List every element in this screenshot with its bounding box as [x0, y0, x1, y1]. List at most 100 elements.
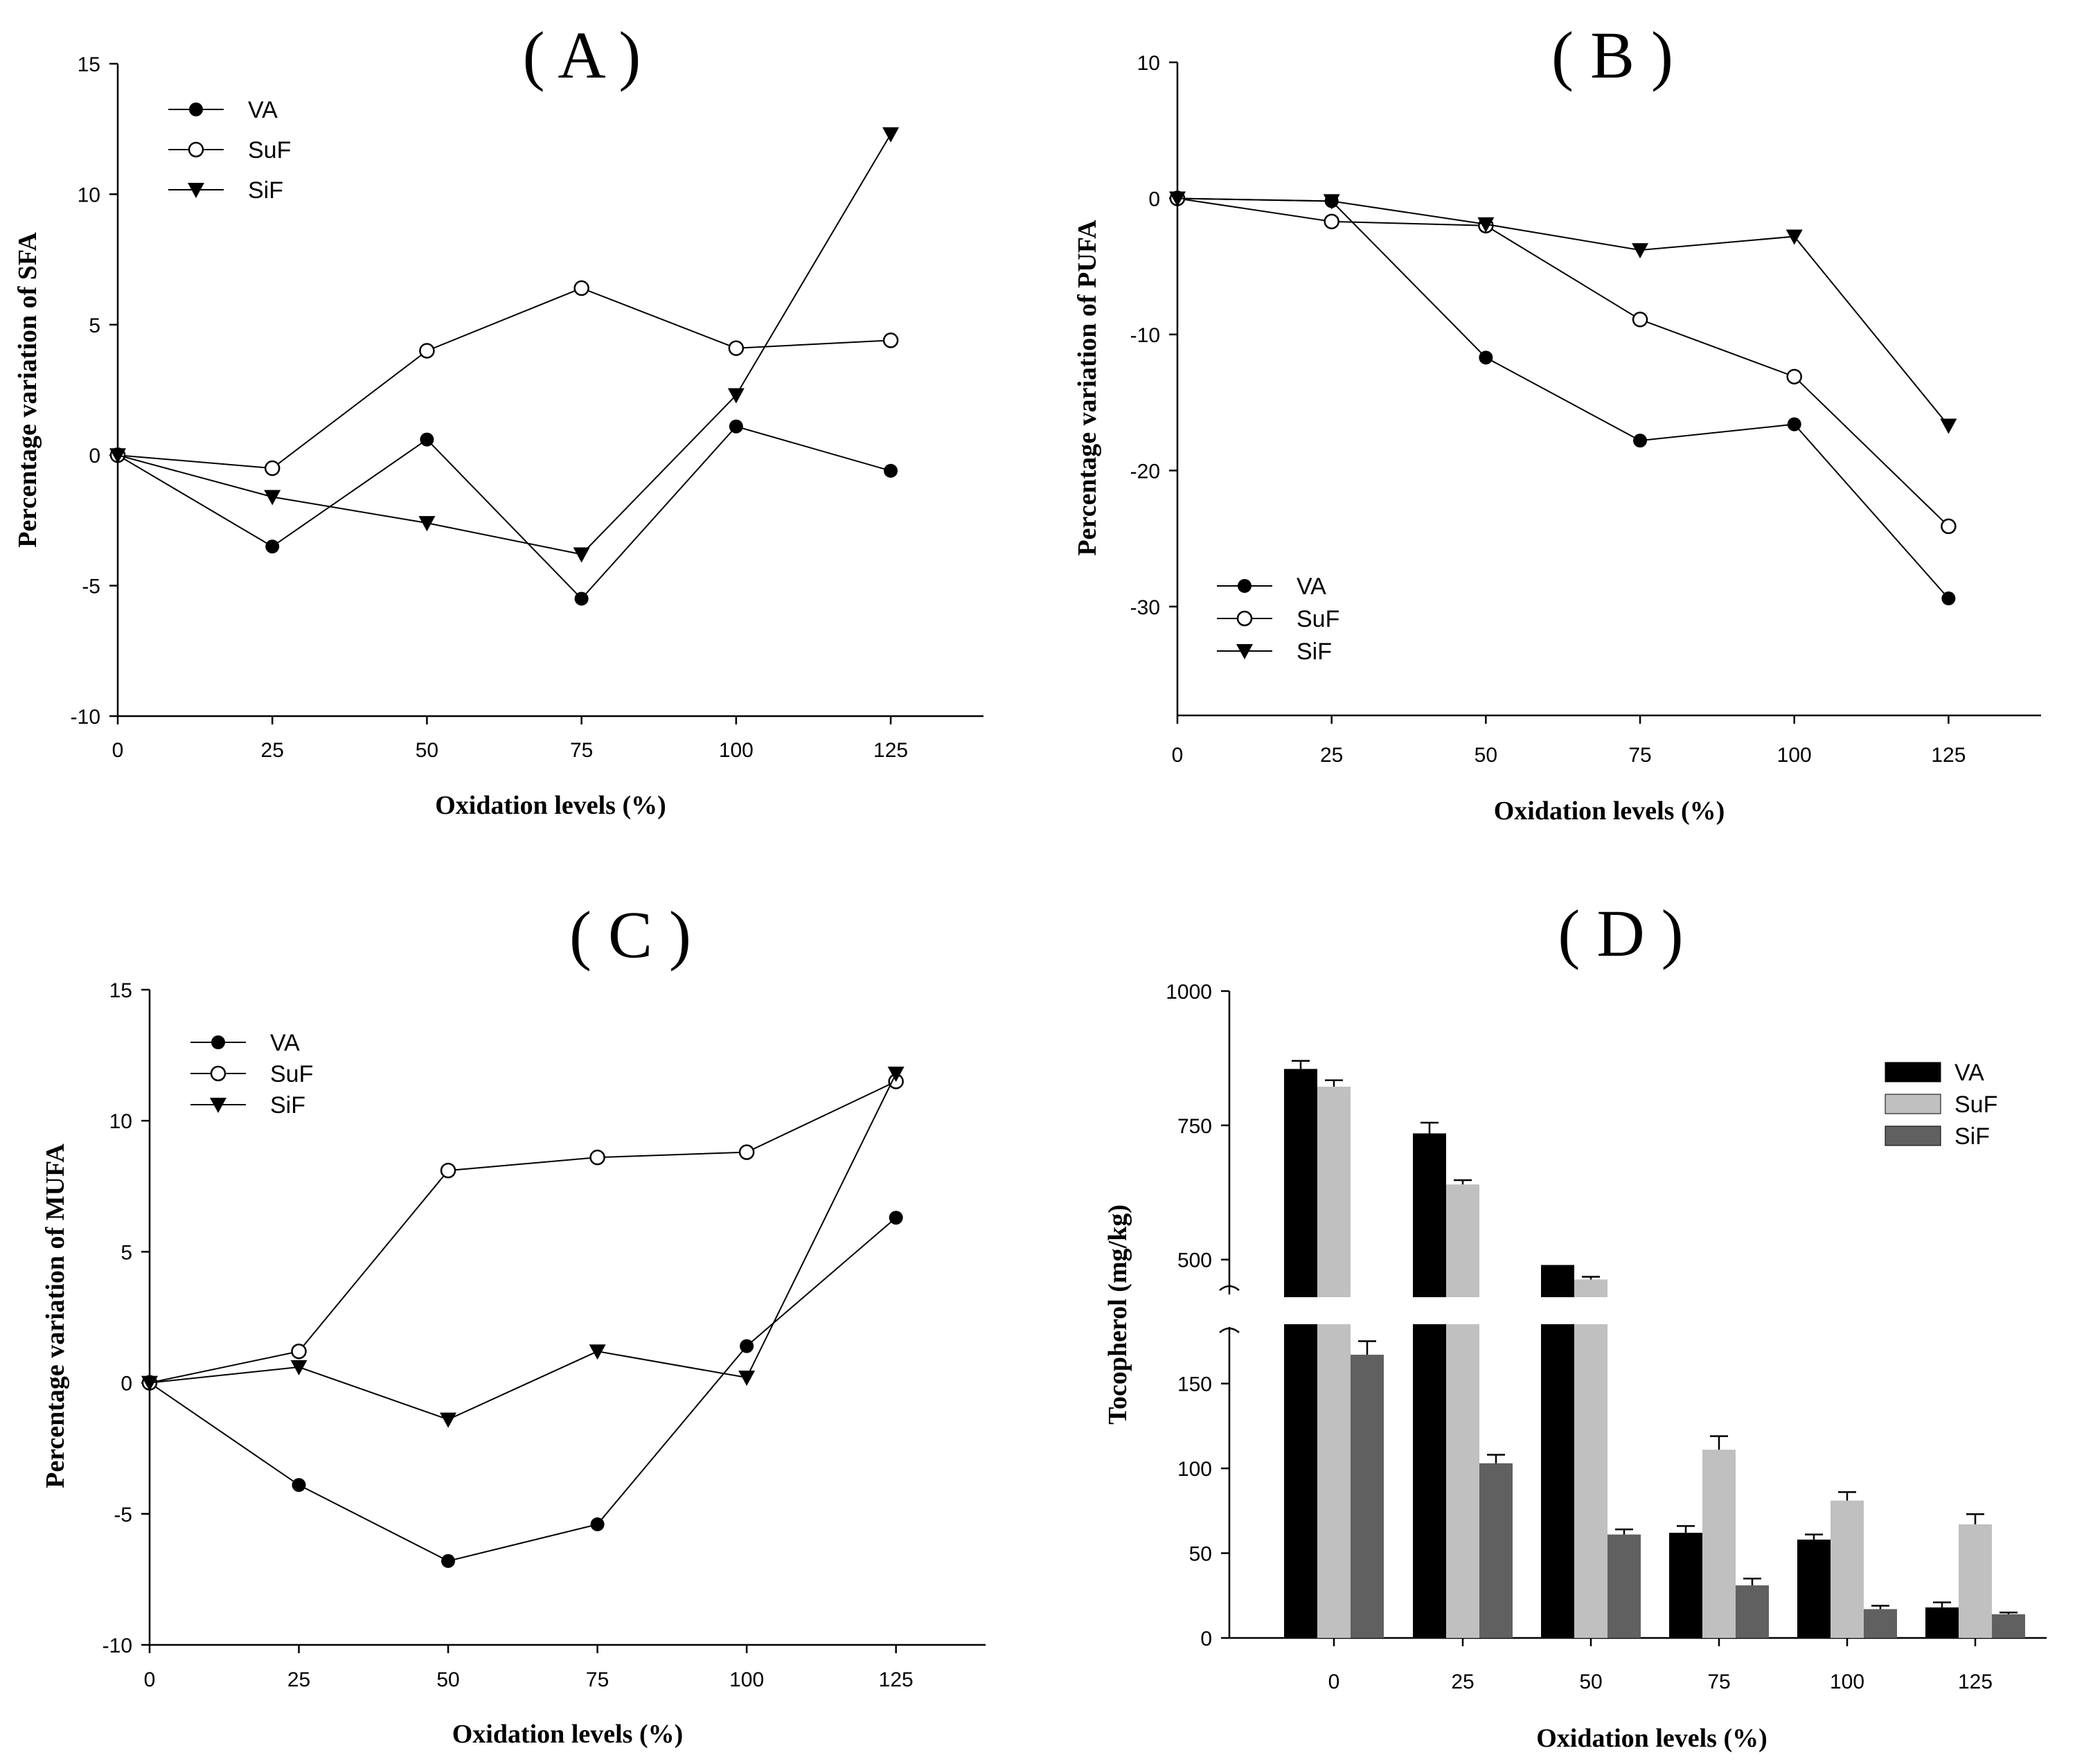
legend-marker: [210, 1065, 226, 1082]
legend-label: SuF: [1954, 1092, 1997, 1118]
x-tick-label: 25: [1320, 744, 1343, 767]
x-tick-label: 50: [416, 739, 438, 762]
bar-sif: [1992, 1614, 2025, 1638]
bar-suf: [1959, 1524, 1992, 1638]
legend-label: SiF: [1954, 1123, 1990, 1150]
x-tick-label: 0: [144, 1668, 156, 1691]
bar-suf: [1317, 1324, 1351, 1638]
data-point-va: [1787, 417, 1801, 431]
x-tick-label: 125: [1931, 744, 1966, 767]
y-tick-label: 15: [109, 979, 132, 1002]
series-line-suf: [149, 1080, 897, 1384]
legend-marker: [188, 183, 204, 198]
data-point-va: [884, 463, 898, 478]
bar-va: [1413, 1324, 1446, 1638]
y-tick-label: 15: [78, 53, 100, 76]
y-tick-label: 0: [1148, 188, 1160, 211]
x-tick-label: 100: [1830, 1671, 1864, 1693]
x-axis-title: Oxidation levels (%): [452, 1720, 684, 1749]
data-point-suf: [738, 1144, 755, 1160]
y-tick-label: 0: [89, 445, 100, 467]
bar-va: [1284, 1324, 1317, 1638]
legend-marker: [189, 103, 203, 116]
data-point-sif: [1169, 191, 1186, 207]
y-axis-title: Percentage variation of SFA: [13, 232, 42, 548]
y-tick-label: 100: [1177, 1458, 1212, 1481]
legend-marker: [1236, 610, 1253, 627]
data-point-va: [1479, 350, 1493, 365]
data-point-va: [292, 1478, 306, 1493]
data-point-suf: [1786, 368, 1802, 385]
data-point-suf: [573, 280, 589, 296]
legend-label: SuF: [270, 1061, 313, 1087]
x-tick-label: 125: [879, 1668, 914, 1691]
x-tick-label: 100: [1777, 744, 1812, 767]
y-tick-label: 500: [1177, 1249, 1212, 1272]
series-line-va: [1177, 197, 1950, 599]
data-point-sif: [141, 1375, 158, 1391]
x-tick-label: 100: [719, 739, 754, 762]
series-line-va: [117, 425, 891, 600]
data-point-sif: [1940, 418, 1957, 434]
legend-label: SuF: [1297, 606, 1339, 632]
legend-marker: [1236, 644, 1253, 659]
data-point-sif: [882, 127, 900, 143]
y-tick-label: -5: [82, 576, 100, 598]
axis-break-mark: [1219, 1327, 1240, 1333]
y-tick-label: 1000: [1166, 981, 1212, 1004]
data-point-suf: [419, 343, 435, 359]
bar-sif: [1479, 1463, 1513, 1638]
series-line-suf: [1177, 197, 1950, 527]
x-tick-label: 125: [1958, 1671, 1993, 1693]
data-point-sif: [1477, 217, 1495, 233]
bar-sif: [1351, 1355, 1384, 1638]
y-tick-label: 750: [1177, 1115, 1212, 1138]
data-point-suf: [1941, 518, 1957, 535]
y-tick-label: 0: [1200, 1628, 1212, 1650]
x-tick-label: 125: [873, 739, 908, 762]
data-point-va: [1633, 434, 1648, 448]
x-tick-label: 75: [570, 739, 593, 762]
data-point-suf: [1632, 312, 1648, 328]
data-point-sif: [887, 1067, 905, 1083]
series-line-suf: [117, 287, 891, 470]
data-point-suf: [264, 460, 280, 476]
x-tick-label: 0: [1328, 1671, 1340, 1693]
data-point-va: [740, 1339, 754, 1353]
y-tick-label: -10: [103, 1634, 132, 1657]
x-axis-title: Oxidation levels (%): [435, 791, 666, 820]
bar-suf: [1831, 1500, 1864, 1638]
data-point-sif: [1785, 229, 1803, 245]
data-point-sif: [290, 1360, 308, 1375]
y-tick-label: 10: [78, 184, 100, 206]
legend-label: SuF: [248, 137, 291, 163]
y-tick-label: 0: [121, 1373, 132, 1396]
data-point-sif: [440, 1412, 457, 1428]
x-tick-label: 0: [112, 739, 124, 762]
data-point-va: [1941, 591, 1956, 606]
x-tick-label: 25: [1451, 1671, 1474, 1693]
bar-sif: [1607, 1534, 1641, 1638]
legend-marker: [1238, 579, 1252, 593]
data-point-sif: [573, 547, 590, 563]
bar-sif: [1736, 1585, 1769, 1638]
bar-suf-upper: [1446, 1184, 1479, 1297]
data-point-sif: [418, 516, 436, 532]
data-point-sif: [264, 490, 281, 506]
data-point-sif: [727, 388, 745, 404]
y-tick-label: 5: [121, 1241, 132, 1264]
bar-va: [1925, 1607, 1959, 1638]
data-point-suf: [291, 1343, 307, 1360]
legend-label: VA: [248, 97, 278, 123]
y-tick-label: 10: [1137, 52, 1160, 75]
x-tick-label: 75: [1628, 744, 1651, 767]
x-tick-label: 25: [287, 1668, 310, 1691]
x-tick-label: 75: [586, 1668, 609, 1691]
x-tick-label: 100: [729, 1668, 764, 1691]
panel-label: ( C ): [569, 898, 691, 972]
bar-va-upper: [1284, 1069, 1317, 1297]
series-line-sif: [117, 134, 891, 555]
bar-suf: [1574, 1324, 1607, 1638]
data-point-sif: [1323, 194, 1340, 210]
